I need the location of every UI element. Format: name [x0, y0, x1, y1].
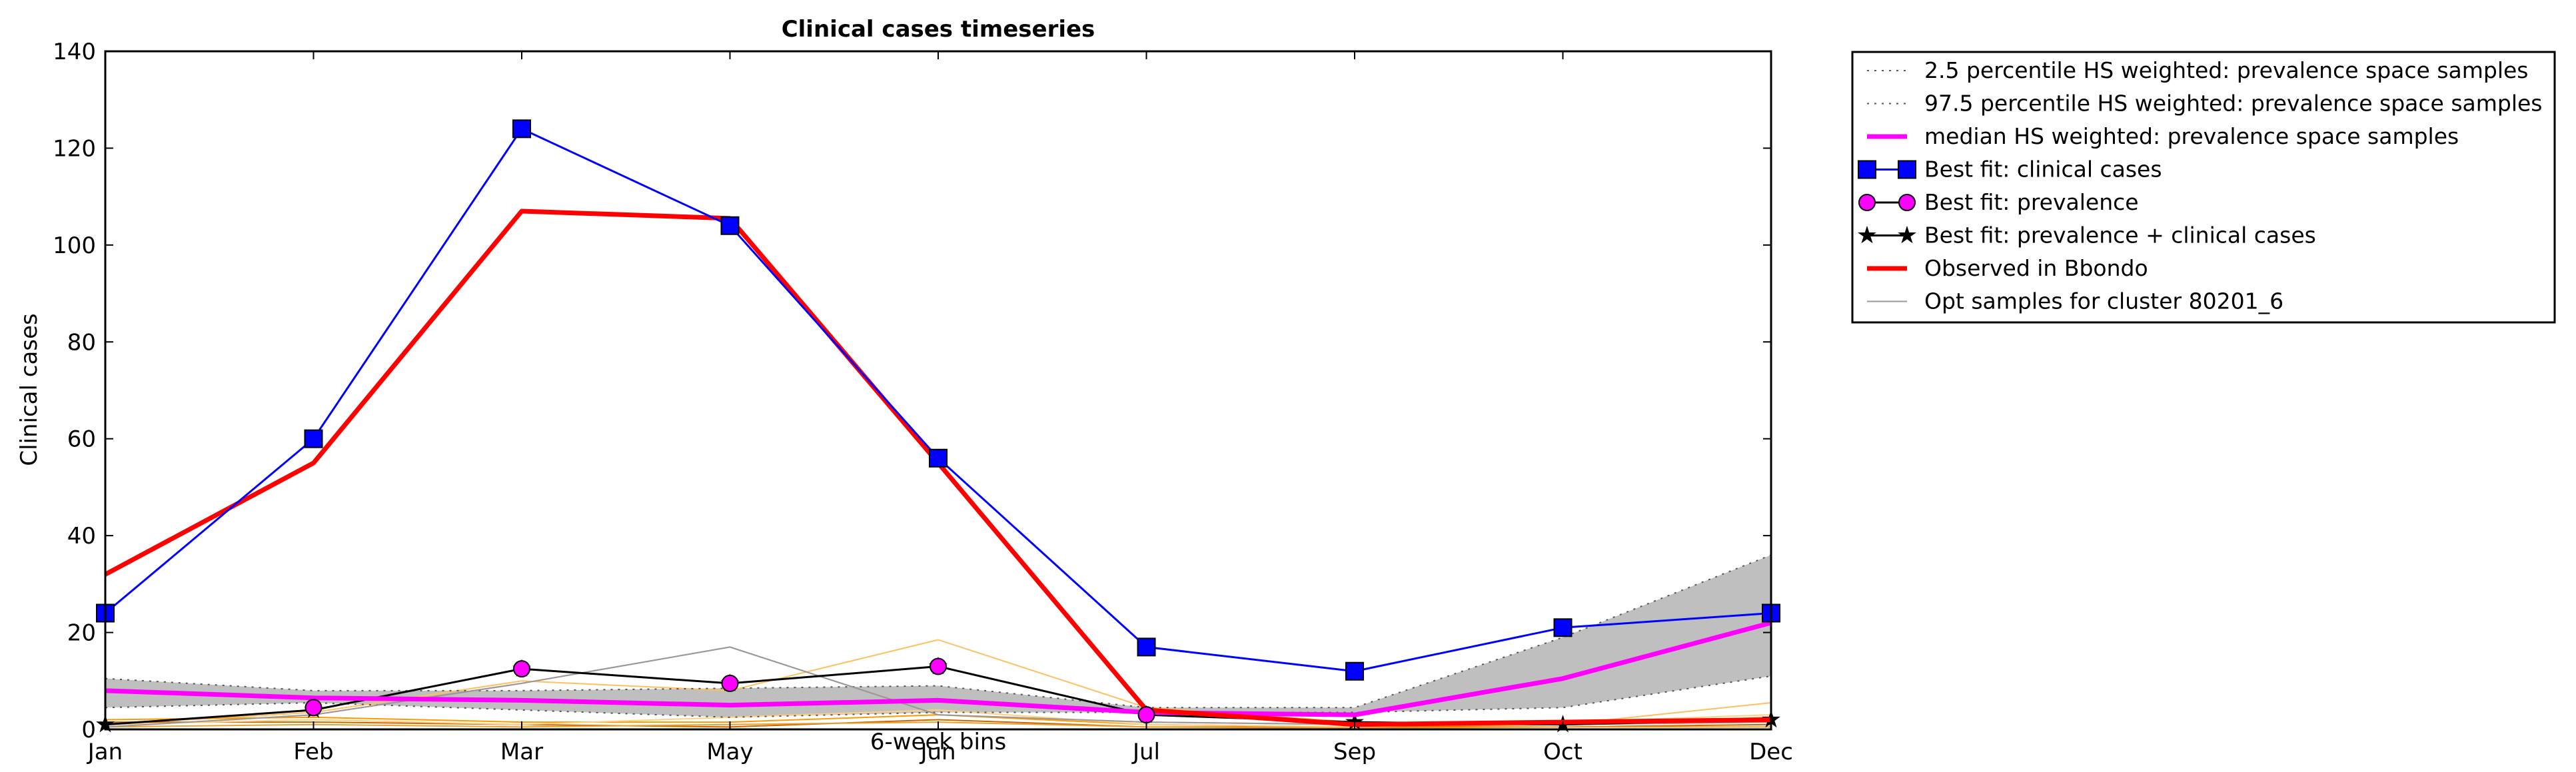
series-3-point-6 [1345, 661, 1364, 681]
x-tick-label: Oct [1543, 739, 1583, 765]
x-tick-label: Jul [1131, 739, 1160, 765]
series-3-point-1 [304, 429, 323, 448]
series-3-point-2 [512, 119, 531, 139]
y-tick-label: 60 [67, 426, 96, 453]
series-3-point-3 [720, 216, 740, 235]
plot-frame [104, 50, 1772, 731]
legend-label-4: Best fit: prevalence [1924, 189, 2139, 215]
series-4-point-4 [930, 657, 947, 675]
x-tick-label: Jun [919, 739, 956, 765]
y-tick-label: 0 [81, 717, 96, 743]
x-tick-label: Dec [1749, 739, 1793, 765]
axes: Jan Feb Mar May Jun Jul Sep Oct Dec 0 20 40 60 80 100 1… [53, 39, 1793, 765]
legend-label-1: 97.5 percentile HS weighted: prevalence … [1924, 91, 2543, 117]
series-4-point-2 [513, 660, 530, 678]
series-line-6 [104, 208, 1772, 727]
series-4-point-3 [721, 674, 739, 692]
series-3-point-4 [929, 448, 948, 468]
legend-marker-3 [1858, 160, 1876, 179]
legend-marker-3 [1898, 160, 1916, 179]
legend: 2.5 percentile HS weighted: prevalence s… [1851, 51, 2556, 324]
y-tick-label: 20 [67, 620, 96, 647]
y-tick-label: 40 [67, 523, 96, 550]
series-4-point-5 [1137, 706, 1155, 724]
legend-box [1851, 51, 2556, 324]
plot-area [96, 119, 1780, 733]
series-4-point-1 [305, 699, 322, 717]
x-tick-label: Feb [293, 739, 333, 765]
legend-marker-4 [1898, 194, 1916, 211]
legend-label-6: Observed in Bbondo [1924, 255, 2148, 281]
x-axis-label: 6-week bins [870, 729, 1006, 755]
series-line-2 [105, 620, 1772, 717]
series-line-3 [105, 127, 1772, 673]
series-3-point-7 [1553, 618, 1573, 637]
x-tick-label: Mar [500, 739, 543, 765]
y-tick-label: 120 [53, 135, 96, 162]
legend-label-3: Best fit: clinical cases [1924, 157, 2162, 183]
percentile-band [105, 555, 1771, 717]
legend-label-5: Best fit: prevalence + clinical cases [1924, 222, 2316, 248]
legend-label-0: 2.5 percentile HS weighted: prevalence s… [1924, 57, 2529, 83]
y-tick-label: 140 [53, 39, 96, 65]
chart-title: Clinical cases timeseries [782, 16, 1095, 43]
y-tick-label: 80 [67, 329, 96, 356]
x-tick-label: Jan [87, 739, 123, 765]
legend-marker-5 [1898, 225, 1916, 244]
y-tick-label: 100 [53, 232, 96, 259]
x-tick-label: May [706, 739, 753, 765]
legend-marker-4 [1858, 194, 1876, 211]
legend-label-2: median HS weighted: prevalence space sam… [1924, 123, 2459, 149]
legend-label-7: Opt samples for cluster 80201_6 [1924, 288, 2283, 314]
legend-marker-5 [1858, 225, 1876, 244]
series-3-point-5 [1137, 637, 1156, 657]
y-axis-label: Clinical cases [16, 313, 43, 466]
x-tick-label: Sep [1333, 739, 1376, 765]
